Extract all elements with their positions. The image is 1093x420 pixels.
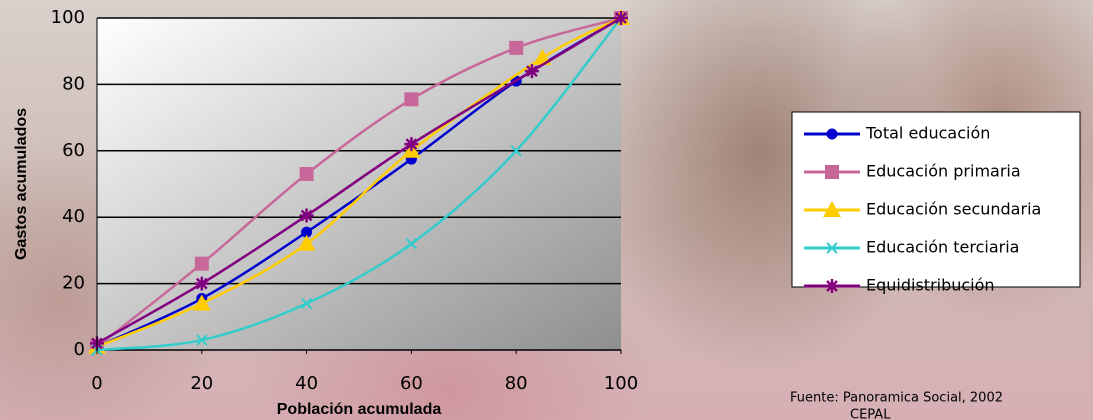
source-note: CEPAL: [850, 408, 891, 420]
legend-marker: [826, 242, 838, 254]
x-tick-label: 0: [91, 373, 102, 394]
legend-marker: [825, 165, 839, 179]
marker: [300, 297, 313, 310]
source-note: Fuente: Panoramica Social, 2002: [790, 391, 1003, 406]
marker: [194, 256, 209, 271]
marker: [194, 276, 209, 291]
y-tick-label: 40: [62, 206, 85, 227]
legend-label: Educación terciaria: [866, 238, 1019, 257]
y-tick-label: 0: [74, 339, 85, 360]
series-line: [96, 17, 622, 352]
x-tick-label: 20: [190, 373, 213, 394]
y-tick-label: 80: [62, 73, 85, 94]
x-tick-label: 100: [604, 373, 638, 394]
x-axis-title: Población acumulada: [277, 401, 442, 418]
legend-label: Educación primaria: [866, 162, 1021, 181]
marker: [614, 11, 628, 25]
x-tick-label: 40: [295, 373, 318, 394]
y-axis-title: Gastos acumulados: [13, 108, 30, 260]
legend-label: Equidistribución: [866, 276, 995, 295]
marker: [405, 238, 418, 250]
legend-marker: [826, 128, 838, 140]
series-line: [96, 16, 622, 345]
legend-marker: [825, 279, 839, 293]
legend-label: Educación secundaria: [866, 200, 1041, 219]
marker: [404, 92, 419, 107]
marker: [524, 64, 539, 79]
y-tick-label: 100: [51, 7, 85, 28]
marker: [297, 234, 316, 251]
marker: [510, 145, 522, 157]
legend-marker: [823, 201, 841, 217]
marker: [299, 167, 314, 182]
y-tick-label: 60: [62, 140, 85, 161]
legend: Total educación Educación primaria Educaci…: [804, 124, 1041, 295]
x-tick-label: 80: [505, 373, 528, 394]
marker: [299, 208, 314, 223]
y-tick-label: 20: [62, 273, 85, 294]
marker: [192, 294, 211, 311]
legend-label: Total educación: [865, 124, 990, 143]
x-tick-label: 60: [400, 373, 423, 394]
marker: [301, 226, 313, 238]
series-layer: [88, 9, 630, 356]
marker: [196, 334, 208, 346]
legend-box: [791, 111, 1081, 288]
marker: [404, 137, 419, 152]
marker: [509, 40, 524, 55]
